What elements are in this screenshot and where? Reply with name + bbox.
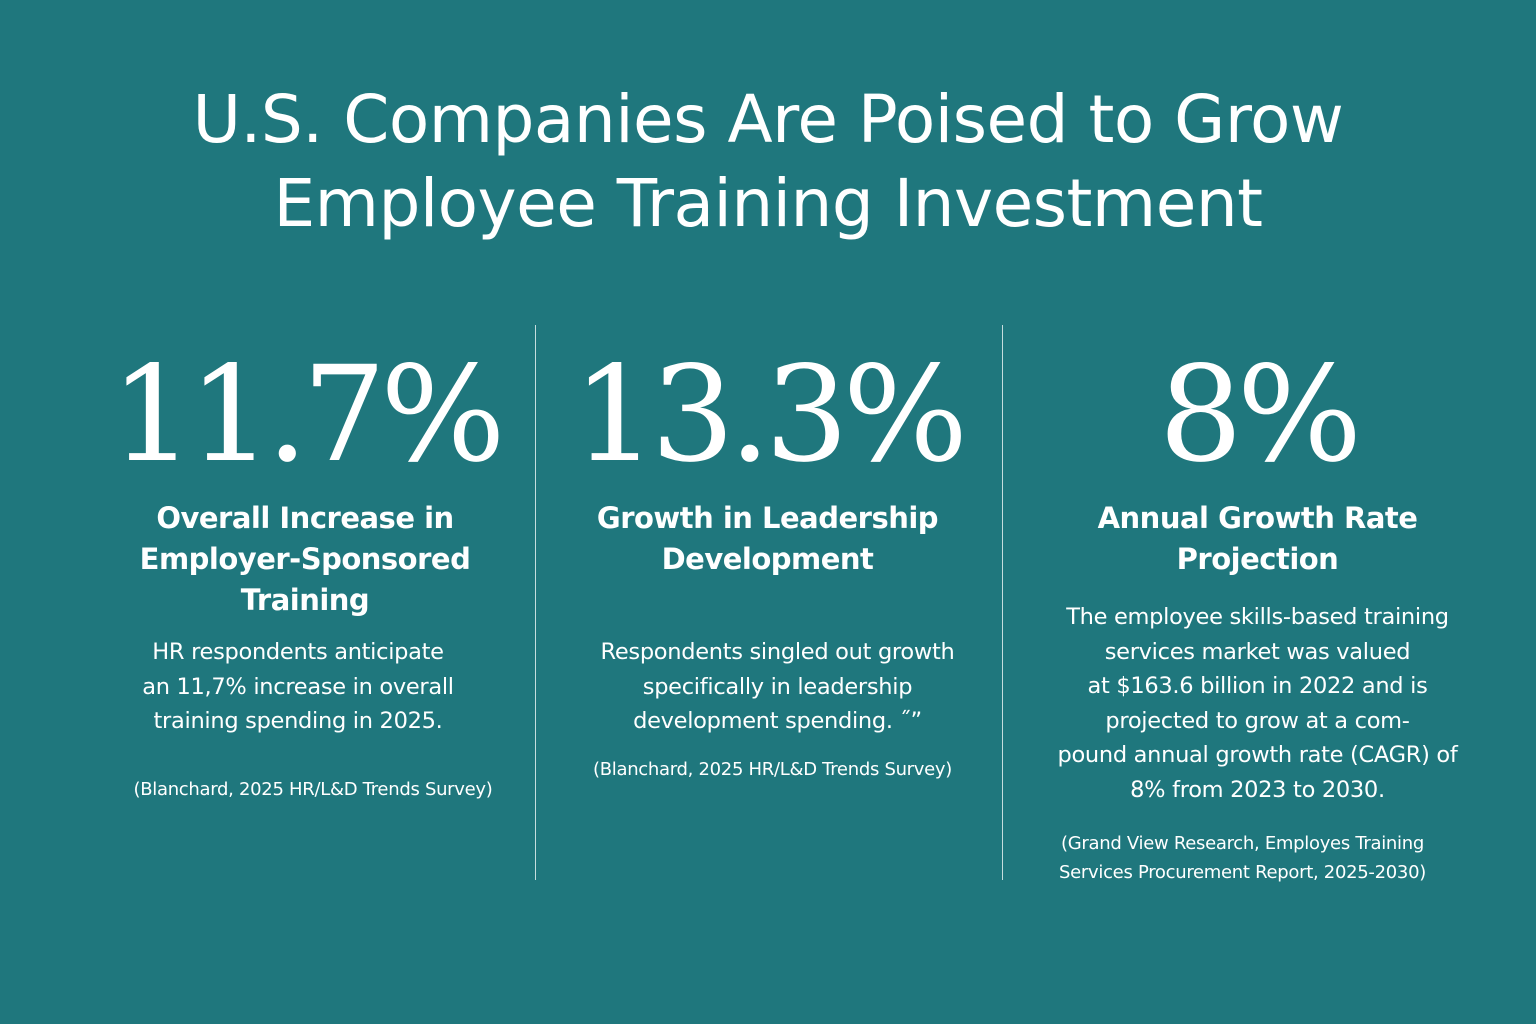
stat-column-leadership-growth: 13.3% Growth in Leadership Development R… <box>565 340 970 784</box>
stat-description-line: Respondents singled out growth <box>600 639 955 665</box>
stat-label-line: Growth in Leadership <box>596 501 939 535</box>
title-line-1: U.S. Companies Are Poised to Grow <box>192 81 1344 158</box>
stat-source-line: Services Procurement Report, 2025-2030) <box>1059 862 1426 883</box>
stat-description-line: training spending in 2025. <box>153 708 443 734</box>
stat-description-line: HR respondents anticipate <box>152 639 444 665</box>
stat-column-annual-growth-rate: 8% Annual Growth Rate Projection The emp… <box>1040 340 1475 887</box>
stat-source: (Blanchard, 2025 HR/L&D Trends Survey) <box>116 775 510 804</box>
column-divider-1 <box>535 325 536 880</box>
stat-value: 11.7% <box>110 338 505 492</box>
stat-label-line: Training <box>240 583 370 617</box>
title-line-2: Employee Training Investment <box>273 165 1263 242</box>
stat-label-line: Annual Growth Rate <box>1097 501 1418 535</box>
stat-label-line: Employer-Sponsored <box>139 542 471 576</box>
stat-value: 13.3% <box>572 338 968 492</box>
page-title: U.S. Companies Are Poised to Grow Employ… <box>0 78 1536 246</box>
stat-label-line: Development <box>661 542 874 576</box>
stat-description: HR respondents anticipate an 11,7% incre… <box>86 635 510 739</box>
stat-source: (Blanchard, 2025 HR/L&D Trends Survey) <box>575 755 970 784</box>
stat-description-line: 8% from 2023 to 2030. <box>1130 776 1385 803</box>
stat-column-overall-increase: 11.7% Overall Increase in Employer-Spons… <box>100 340 510 804</box>
stat-description-line: projected to grow at a com- <box>1105 707 1410 734</box>
stat-label-line: Overall Increase in <box>156 501 454 535</box>
stat-label: Growth in Leadership Development <box>565 498 970 580</box>
stat-description: The employee skills-based training servi… <box>1040 600 1475 807</box>
stat-label: Annual Growth Rate Projection <box>1040 498 1475 580</box>
stat-description: Respondents singled out growth specifica… <box>585 635 970 739</box>
stat-label-line: Projection <box>1176 542 1339 576</box>
stat-source-line: (Grand View Research, Employes Training <box>1061 833 1424 854</box>
stat-description-line: pound annual growth rate (CAGR) of <box>1057 742 1458 768</box>
stat-source-line: (Blanchard, 2025 HR/L&D Trends Survey) <box>133 778 493 800</box>
stat-description-line: services market was valued <box>1104 638 1411 665</box>
stat-label: Overall Increase in Employer-Sponsored T… <box>100 498 510 621</box>
stat-source: (Grand View Research, Employes Training … <box>1010 829 1475 887</box>
stat-description-line: an 11,7% increase in overall <box>142 673 454 700</box>
stat-description-line: The employee skills-based training <box>1066 604 1449 630</box>
stat-description-line: development spending. ˝” <box>633 708 922 734</box>
stat-source-line: (Blanchard, 2025 HR/L&D Trends Survey) <box>593 758 952 780</box>
stat-description-line: specifically in leadership <box>642 673 913 700</box>
column-divider-2 <box>1002 325 1003 880</box>
stat-value: 8% <box>1158 338 1362 492</box>
stat-description-line: at $163.6 billion in 2022 and is <box>1087 673 1428 699</box>
